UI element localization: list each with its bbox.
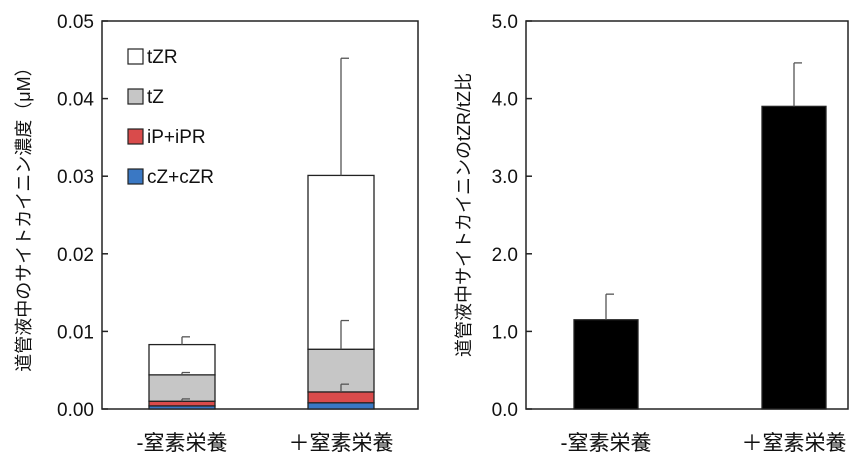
left-bar-segment	[307, 402, 375, 410]
left-bar-segment	[307, 391, 375, 404]
left-y-tick-label: 0.00	[57, 400, 94, 421]
left-legend-swatch	[127, 48, 144, 65]
left-category-label: -窒素栄養	[137, 432, 228, 455]
left-chart: 0.00 0.01 0.02 0.03 0.04 0.05 道管液中のサイトカイニン濃度（μ…	[14, 12, 419, 455]
left-legend-label: tZ	[147, 87, 164, 108]
left-y-axis-title: 道管液中のサイトカイニン濃度（μM）	[14, 58, 34, 371]
left-legend-label: iP+iPR	[147, 127, 206, 148]
right-y-tick-label: 4.0	[492, 90, 518, 111]
right-category-label: ＋窒素栄養	[742, 432, 847, 455]
right-y-tick-label: 5.0	[492, 12, 518, 33]
left-legend-swatch	[127, 168, 144, 185]
right-category-label: -窒素栄養	[561, 432, 652, 455]
left-bar-segment	[148, 343, 216, 376]
left-y-tick-label: 0.05	[57, 12, 94, 33]
right-y-tick-label: 3.0	[492, 167, 518, 188]
left-category-label: ＋窒素栄養	[289, 432, 394, 455]
right-y-tick-label: 0.0	[492, 400, 518, 421]
right-bar-segment	[761, 105, 827, 410]
right-y-tick-label: 1.0	[492, 322, 518, 343]
right-bar-segment	[573, 319, 639, 410]
right-plot-frame	[525, 20, 849, 410]
left-y-tick-label: 0.04	[57, 90, 94, 111]
left-legend-label: tZR	[147, 47, 178, 68]
left-legend-swatch	[127, 88, 144, 105]
left-y-tick-label: 0.01	[57, 322, 94, 343]
left-bar-segment	[148, 374, 216, 402]
left-y-tick-label: 0.03	[57, 167, 94, 188]
right-y-axis-title: 道管液中サイトカイニンのtZR/tZ比	[454, 73, 474, 357]
left-bar-segment	[148, 400, 216, 407]
right-chart: 0.0 1.0 2.0 3.0 4.0 5.0 道管液中サイトカイニンのtZR/tZ比 -窒素…	[454, 12, 849, 455]
left-legend-swatch	[127, 128, 144, 145]
left-plot-frame	[101, 20, 419, 410]
left-legend-label: cZ+cZR	[147, 167, 214, 188]
right-y-tick-label: 2.0	[492, 245, 518, 266]
left-y-tick-label: 0.02	[57, 245, 94, 266]
